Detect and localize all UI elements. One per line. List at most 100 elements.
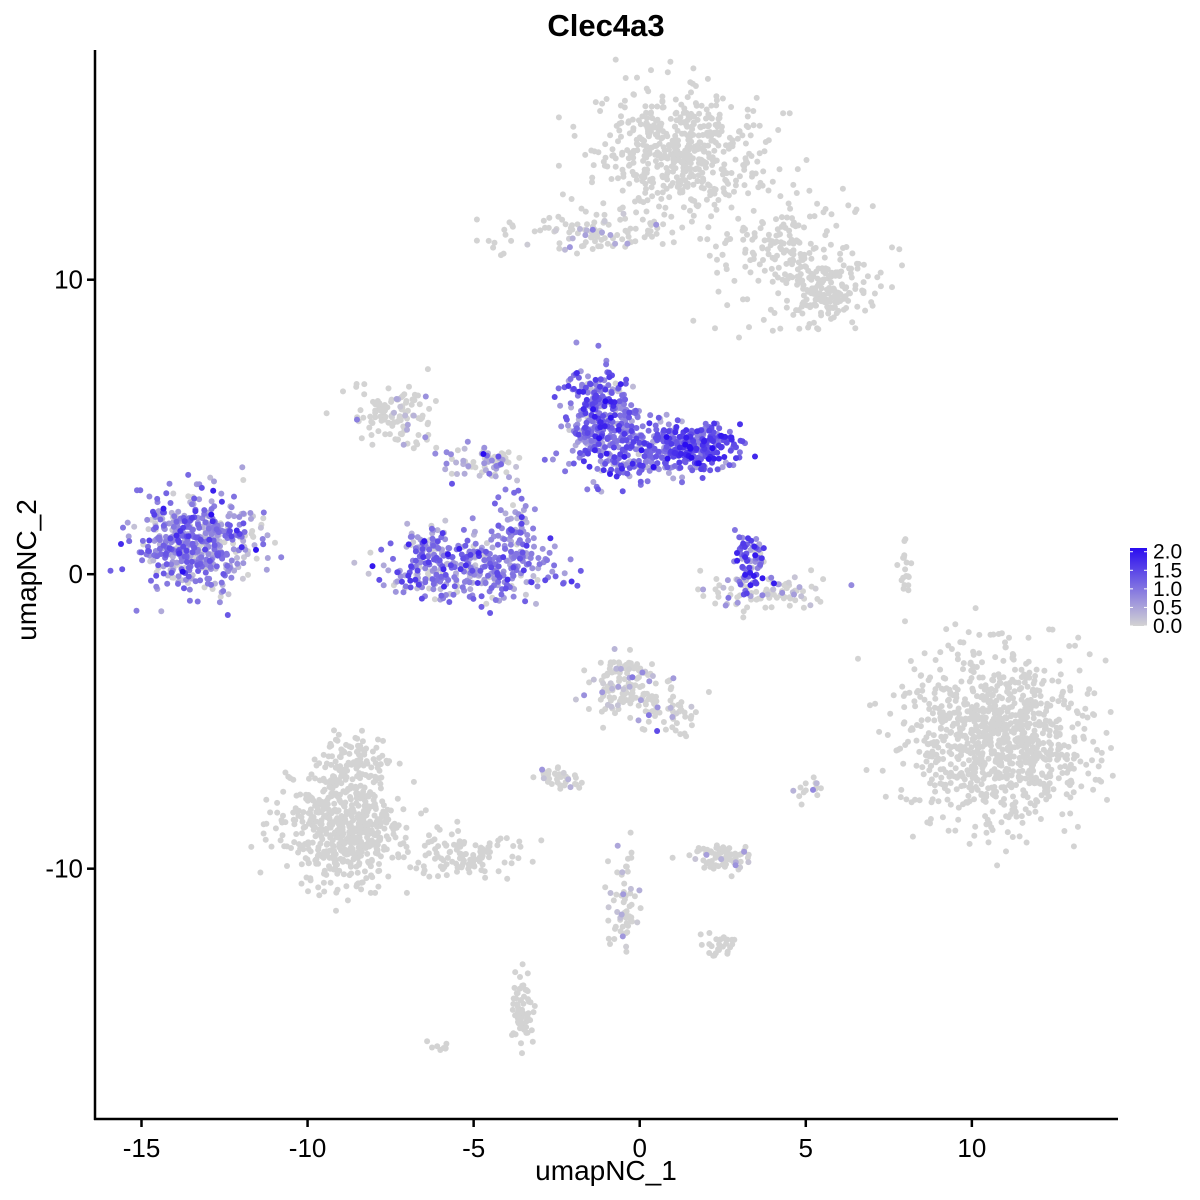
cell-point <box>369 874 376 881</box>
cell-point <box>940 756 947 762</box>
cell-point <box>378 774 385 781</box>
cell-point <box>168 569 175 576</box>
cell-point <box>303 795 310 802</box>
cell-point <box>960 761 967 768</box>
cell-point <box>723 178 730 185</box>
cell-point <box>793 190 800 196</box>
cell-point <box>1006 684 1013 691</box>
cell-point <box>293 792 300 799</box>
cell-point <box>900 760 907 767</box>
cell-point <box>918 717 925 724</box>
cell-point <box>657 123 664 130</box>
cell-point <box>557 782 564 789</box>
cell-point <box>725 856 732 863</box>
cell-point <box>228 504 235 511</box>
cell-point <box>765 251 772 258</box>
cell-point <box>353 765 360 772</box>
cell-point <box>835 307 842 314</box>
cell-point <box>737 858 744 865</box>
cell-point <box>155 534 162 541</box>
cell-point <box>784 214 790 221</box>
cell-point <box>1041 667 1048 674</box>
cell-point <box>937 666 944 673</box>
cell-point <box>935 705 942 712</box>
cell-point <box>1046 626 1053 633</box>
cell-point <box>937 724 944 731</box>
cell-point <box>1108 745 1114 751</box>
cell-point <box>790 240 797 247</box>
cell-point <box>386 758 393 765</box>
cell-point <box>625 119 632 126</box>
cell-point <box>702 164 709 171</box>
cell-point <box>731 527 738 533</box>
cell-point <box>431 596 438 603</box>
cell-point <box>727 944 734 951</box>
cell-point <box>601 673 608 679</box>
cell-point <box>145 526 152 533</box>
cell-point <box>124 519 131 526</box>
cell-point <box>559 191 566 198</box>
cell-point <box>719 251 726 258</box>
cell-point <box>708 858 715 864</box>
cell-point <box>510 572 517 579</box>
cell-point <box>422 434 429 441</box>
cell-point <box>342 817 349 824</box>
cell-point <box>643 208 650 215</box>
cell-point <box>687 79 694 86</box>
cell-point <box>616 398 623 405</box>
cell-point <box>1050 786 1057 793</box>
cell-point <box>633 425 640 431</box>
cell-point <box>434 1043 441 1050</box>
cell-point <box>641 453 648 460</box>
cell-point <box>546 214 553 221</box>
cell-point <box>946 715 953 721</box>
cell-point <box>715 863 722 870</box>
cell-point <box>933 757 940 764</box>
cell-point <box>1057 764 1064 771</box>
cell-point <box>257 524 264 531</box>
cell-point <box>385 873 392 880</box>
cell-point <box>903 559 910 566</box>
cell-point <box>454 471 460 477</box>
cell-point <box>314 809 321 816</box>
cell-point <box>592 238 598 245</box>
cell-point <box>302 855 309 862</box>
cell-point <box>221 539 228 546</box>
cell-point <box>373 744 380 751</box>
cell-point <box>220 571 227 577</box>
cell-point <box>515 487 522 494</box>
cell-point <box>403 889 410 896</box>
cell-point <box>1016 710 1023 717</box>
cell-point <box>656 203 662 210</box>
cell-point <box>993 756 999 763</box>
cell-point <box>1018 666 1025 673</box>
cell-point <box>460 857 467 864</box>
cell-point <box>740 614 747 621</box>
cell-point <box>877 269 884 276</box>
cell-point <box>828 211 835 218</box>
cell-point <box>502 510 509 517</box>
cell-point <box>412 548 419 555</box>
cell-point <box>318 833 325 840</box>
cell-point <box>813 780 820 787</box>
cell-point <box>869 203 876 210</box>
cell-point <box>391 409 397 416</box>
cell-point <box>992 702 999 709</box>
cell-point <box>737 864 744 871</box>
cell-point <box>903 796 910 803</box>
cell-point <box>407 533 414 540</box>
cell-point <box>1098 778 1105 785</box>
cell-point <box>583 227 590 234</box>
cell-point <box>278 554 285 561</box>
cell-point <box>486 470 493 477</box>
cell-point <box>652 713 658 719</box>
cell-point <box>494 541 501 548</box>
cell-point <box>713 206 720 213</box>
cell-point <box>821 254 828 261</box>
cell-point <box>1000 657 1007 664</box>
cell-point <box>989 718 996 725</box>
cell-point <box>1070 755 1077 762</box>
cell-point <box>394 795 401 802</box>
cell-point <box>1011 804 1018 811</box>
cell-point <box>908 799 915 806</box>
